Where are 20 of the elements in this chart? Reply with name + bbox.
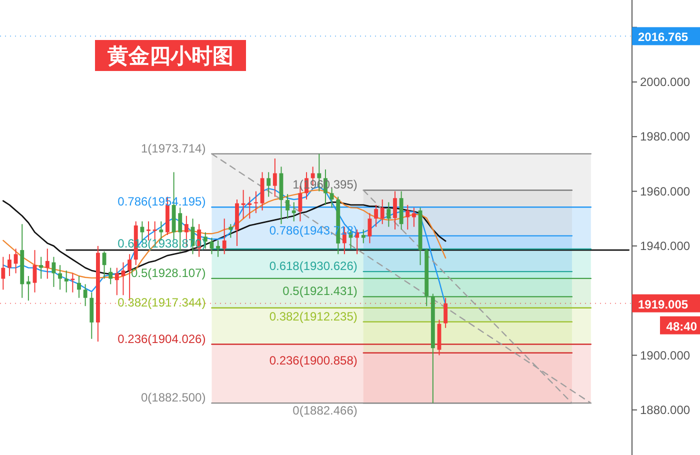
series-label: 0(1882.500) (141, 390, 206, 405)
y-tick-label: 1980.000 (640, 130, 690, 144)
text: 48:40 (666, 319, 697, 334)
y-tick-label: 2000.000 (640, 74, 690, 89)
series-label: 0.236(1900.858) (269, 353, 358, 368)
series-label: 0.5(1928.107) (130, 266, 206, 280)
series-label: 0.382(1912.235) (269, 309, 358, 324)
ref-line-label: 1919.005 (638, 297, 688, 312)
series-label: 0.236(1904.026) (118, 332, 206, 346)
series-label: 0.382(1917.344) (118, 295, 206, 310)
ref-line-label: 2016.765 (638, 30, 688, 44)
series-label: 0(1882.466) (292, 404, 358, 418)
y-tick-label: 1940.000 (640, 238, 690, 253)
series-label: 0.5(1921.431) (282, 284, 358, 298)
y-tick-label: 1960.000 (640, 184, 690, 198)
y-tick-label: 1900.000 (640, 348, 690, 362)
y-tick-label: 1880.000 (640, 402, 690, 417)
series-label: 0.618(1930.626) (269, 259, 358, 274)
title: 黄金四小时图 (95, 40, 246, 71)
series-label: 1(1973.714) (141, 141, 206, 156)
